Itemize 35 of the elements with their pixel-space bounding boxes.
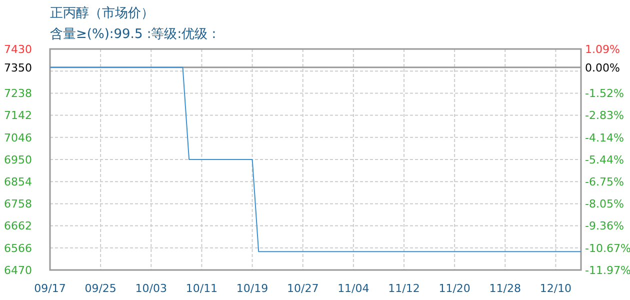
y-tick-label: 7142 (4, 109, 32, 122)
y2-tick-label: -5.44% (585, 153, 624, 166)
y-tick-label: 7238 (4, 87, 32, 100)
y-tick-label: 6758 (4, 198, 32, 211)
chart-subtitle: 含量≥(%):99.5 :等级:优级 : (50, 27, 216, 42)
chart-title: 正丙醇（市场价） (50, 6, 154, 21)
y-tick-label: 6950 (4, 153, 32, 166)
x-tick-label: 09/17 (34, 282, 66, 295)
x-tick-label: 11/12 (388, 282, 420, 295)
y-tick-label: 6470 (4, 264, 32, 277)
x-tick-label: 10/27 (287, 282, 319, 295)
y2-tick-label: -10.67% (585, 242, 630, 255)
y-tick-label: 6854 (4, 175, 32, 188)
x-tick-label: 10/03 (135, 282, 167, 295)
y2-tick-label: -4.14% (585, 131, 624, 144)
y-tick-label: 7046 (4, 131, 32, 144)
y2-tick-label: -8.05% (585, 198, 624, 211)
x-tick-label: 09/25 (84, 282, 116, 295)
y-tick-label: 6662 (4, 220, 32, 233)
y-tick-label: 6566 (4, 242, 32, 255)
y2-tick-label: -2.83% (585, 109, 624, 122)
x-tick-label: 12/10 (540, 282, 572, 295)
x-tick-label: 10/19 (236, 282, 268, 295)
y2-tick-label: -9.36% (585, 220, 624, 233)
y2-tick-label: -6.75% (585, 176, 624, 189)
y-tick-label: 7350 (4, 61, 32, 74)
y2-tick-label: 0.00% (585, 61, 620, 74)
y2-tick-label: 1.09% (585, 42, 620, 56)
x-tick-label: 10/11 (186, 282, 218, 295)
x-tick-label: 11/28 (489, 282, 521, 295)
y-tick-label: 7430 (4, 42, 32, 56)
x-tick-label: 11/04 (338, 282, 370, 295)
y2-tick-label: -11.97% (585, 264, 630, 277)
x-tick-label: 11/20 (438, 282, 470, 295)
y2-tick-label: -1.52% (585, 87, 624, 100)
